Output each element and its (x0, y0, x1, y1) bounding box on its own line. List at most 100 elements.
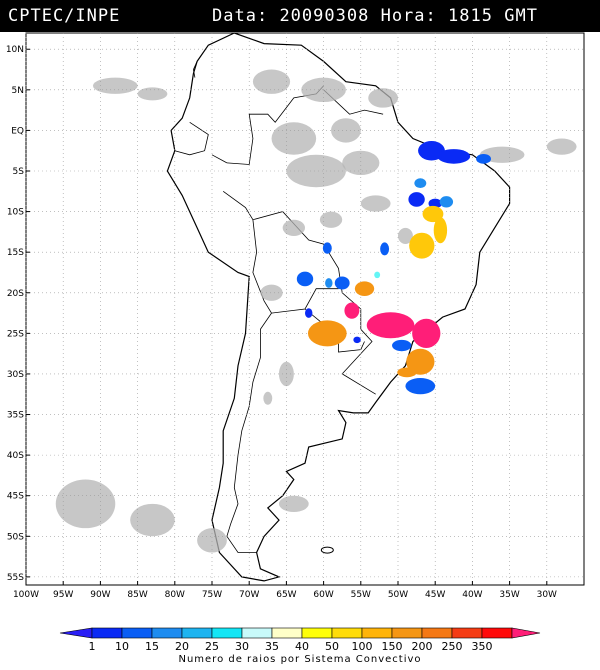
falklands-outline (320, 546, 334, 554)
colorbar-tick-label: 15 (145, 640, 159, 653)
colorbar-bin (181, 627, 213, 639)
cloud-patch-5 (271, 122, 317, 155)
cloud-patch-10 (479, 146, 525, 163)
colorbar-arrow-right (511, 627, 541, 639)
colorbar-tick-label: 10 (115, 640, 129, 653)
colorbar-bin (361, 627, 393, 639)
convective-system (296, 271, 314, 287)
colorbar-tick-label: 35 (265, 640, 279, 653)
cloud-patch-0 (92, 77, 138, 94)
convective-system (405, 378, 436, 395)
convective-system (374, 271, 381, 279)
lon-tick-label: 100W (13, 590, 39, 600)
south-america-outline (166, 32, 511, 582)
lat-tick-label: 20S (7, 289, 24, 299)
colorbar-tick-label: 40 (295, 640, 309, 653)
colorbar-tick-label: 30 (235, 640, 249, 653)
colorbar-tick-label: 100 (352, 640, 373, 653)
source-label: CPTEC/INPE (8, 6, 121, 26)
colorbar-bin (151, 627, 183, 639)
data-label: Data: (212, 6, 269, 26)
lon-tick-label: 90W (90, 590, 110, 600)
lat-tick-label: 35S (7, 411, 24, 421)
lon-tick-label: 55W (351, 590, 371, 600)
lat-tick-label: EQ (11, 126, 24, 136)
convective-system (406, 348, 435, 375)
lat-tick-label: 40S (7, 451, 24, 461)
hora-label: Hora: (380, 6, 437, 26)
colorbar-tick-label: 20 (175, 640, 189, 653)
cloud-patch-17 (55, 479, 116, 529)
colorbar-tick-label: 200 (412, 640, 433, 653)
lat-tick-label: 15S (7, 248, 24, 258)
convective-system (380, 242, 390, 256)
lat-tick-label: 55S (7, 573, 24, 583)
cloud-patch-1 (137, 87, 168, 101)
lat-tick-label: 45S (7, 492, 24, 502)
convective-system (439, 196, 454, 208)
lon-tick-label: 65W (276, 590, 296, 600)
cloud-patch-7 (286, 154, 346, 188)
lon-tick-label: 35W (499, 590, 519, 600)
convective-system (392, 339, 412, 352)
colorbar: 1 10 15 20 25 30 35 40 50 100 150 200 250 350 (59, 627, 541, 653)
colorbar-tick-label: 350 (472, 640, 493, 653)
lat-tick-label: 30S (7, 370, 24, 380)
country-border-8 (192, 61, 198, 78)
cloud-patch-20 (278, 495, 309, 512)
lat-tick-label: 10S (7, 208, 24, 218)
lat-tick-label: 5S (13, 167, 25, 177)
colorbar-tick-label: 150 (382, 640, 403, 653)
colorbar-bin (301, 627, 333, 639)
lon-tick-label: 45W (425, 590, 445, 600)
lon-tick-label: 95W (53, 590, 73, 600)
colorbar-tick-label: 25 (205, 640, 219, 653)
cloud-patch-8 (342, 150, 380, 176)
time-value: 1815 (448, 6, 493, 26)
colorbar-bin (121, 627, 153, 639)
lon-tick-label: 50W (388, 590, 408, 600)
timezone-label: GMT (504, 6, 538, 26)
lon-tick-label: 40W (462, 590, 482, 600)
cloud-patch-14 (398, 227, 413, 245)
colorbar-caption: Numero de raios por Sistema Convectivo (178, 654, 422, 665)
convective-system (353, 336, 361, 344)
convective-system (437, 149, 471, 164)
lon-tick-label: 75W (202, 590, 222, 600)
cloud-patch-12 (282, 219, 305, 236)
lat-tick-label: 25S (7, 329, 24, 339)
colorbar-bin (241, 627, 273, 639)
colorbar-bin (481, 627, 513, 639)
cloud-patch-9 (360, 195, 391, 212)
colorbar-bin (421, 627, 453, 639)
cloud-patch-21 (260, 284, 283, 301)
convective-system (428, 198, 442, 209)
lat-tick-label: 50S (7, 532, 24, 542)
cloud-patch-4 (368, 88, 398, 108)
convective-system (354, 281, 375, 297)
convective-system (305, 308, 313, 318)
convective-system (322, 242, 332, 254)
date-value: 20090308 (279, 6, 370, 26)
convective-system (408, 192, 425, 207)
cloud-patch-18 (130, 503, 175, 537)
country-border-1 (323, 89, 384, 115)
country-border-7 (211, 154, 228, 164)
cloud-patch-16 (263, 391, 273, 405)
colorbar-bin (271, 627, 303, 639)
convective-system (476, 153, 491, 164)
title-bar: CPTEC/INPE Data: 20090308 Hora: 1815 GMT (0, 0, 600, 32)
convective-system (409, 232, 435, 259)
colorbar-bin (391, 627, 423, 639)
cloud-patch-13 (319, 211, 343, 228)
convective-system (397, 367, 417, 378)
lon-tick-label: 80W (165, 590, 185, 600)
convective-system (412, 318, 441, 348)
country-border-3 (252, 219, 339, 314)
convective-system (433, 217, 448, 244)
convective-system (344, 302, 360, 319)
colorbar-tick-label: 1 (89, 640, 96, 653)
lat-tick-label: 5N (12, 86, 24, 96)
colorbar-bin (331, 627, 363, 639)
